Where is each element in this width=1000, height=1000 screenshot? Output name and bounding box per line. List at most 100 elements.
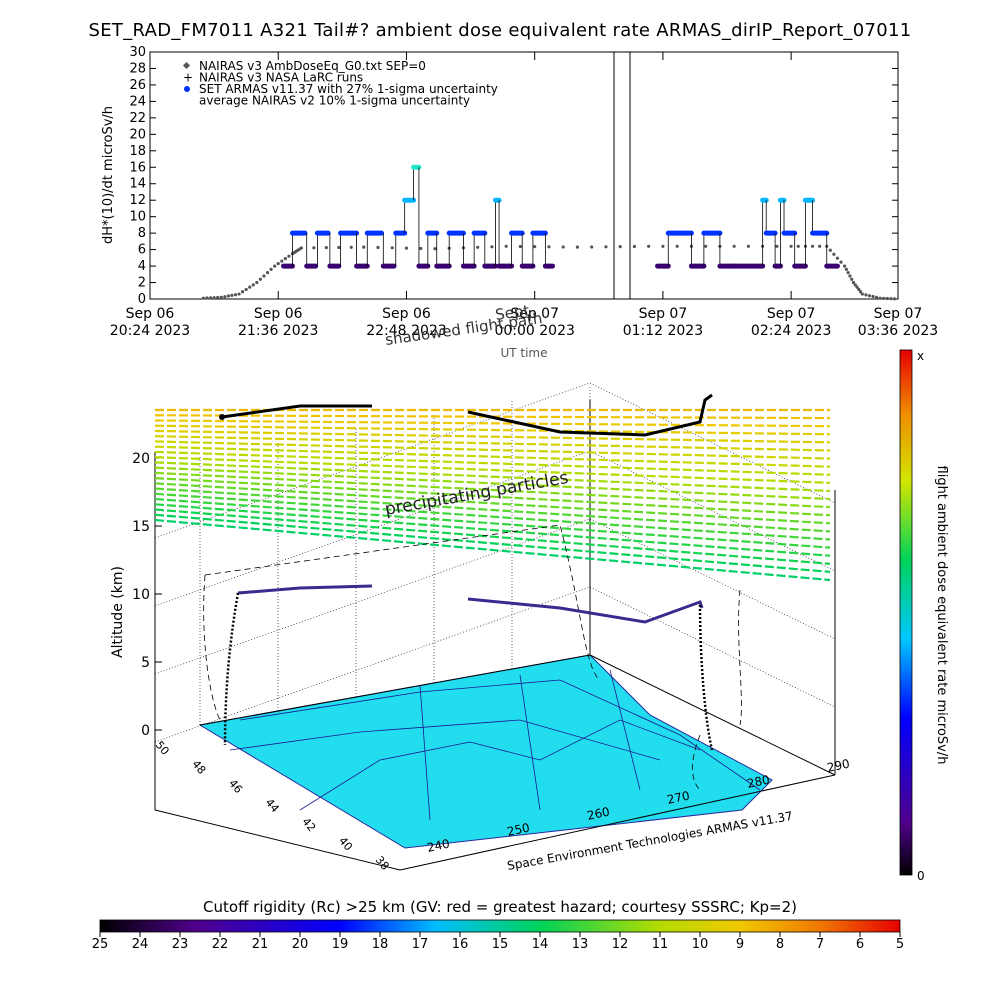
rigidity-tick-label: 17 <box>412 937 429 952</box>
rigidity-tick-label: 18 <box>372 937 389 952</box>
overlay-text-sept: Sept <box>494 301 530 324</box>
nairas-point <box>789 244 793 248</box>
flight-start-point <box>219 414 225 420</box>
nairas-point <box>875 295 879 299</box>
latitude-tick-label: 50 <box>153 739 172 758</box>
nairas-point <box>704 244 708 248</box>
nairas-point <box>265 271 270 275</box>
y-tick-label: 16 <box>129 160 146 175</box>
nairas-point <box>835 256 840 260</box>
rigidity-tick-label: 5 <box>896 937 904 952</box>
grid-line <box>154 518 836 675</box>
x-tick-label-date: Sep 06 <box>382 306 431 322</box>
nairas-point <box>251 283 255 287</box>
nairas-point <box>490 245 494 249</box>
altitude-tick-label: 15 <box>132 519 150 535</box>
legend-symbol-dot <box>184 86 190 92</box>
y-tick-label: 22 <box>129 111 146 126</box>
map-border-line <box>419 684 431 821</box>
x-tick-label-date: Sep 06 <box>254 306 303 322</box>
rigidity-tick-label: 22 <box>212 937 229 952</box>
nairas-point <box>871 294 875 299</box>
x-tick-label-time: 02:24 2023 <box>751 323 831 339</box>
legend-symbol-diamond <box>182 61 191 70</box>
rigidity-sheet-row <box>154 476 831 517</box>
nairas-point <box>857 287 861 292</box>
rigidity-colorbar-label: Cutoff rigidity (Rc) >25 km (GV: red = g… <box>203 898 797 916</box>
y-tick-label: 10 <box>129 210 146 225</box>
rigidity-tick-label: 24 <box>132 937 149 952</box>
x-tick-label-time: 03:36 2023 <box>858 323 938 339</box>
legend-symbol-plus: + <box>183 71 193 85</box>
nairas-point <box>561 245 565 249</box>
nairas-point <box>205 296 209 300</box>
map-altitude-label: Altitude (km) <box>110 566 126 658</box>
nairas-point <box>892 297 897 301</box>
y-tick-label: 6 <box>138 243 146 258</box>
projection-dash <box>738 589 742 726</box>
nairas-point <box>258 277 263 281</box>
nairas-point <box>878 296 882 300</box>
nairas-point <box>547 245 551 249</box>
longitude-axis: 240 250 260 270 280 290 <box>426 756 851 854</box>
nairas-point <box>746 244 751 248</box>
altitude-tick-label: 20 <box>132 451 150 467</box>
nairas-point <box>244 287 248 292</box>
legend-entry: average NAIRAS v2 10% 1-sigma uncertaint… <box>199 94 470 108</box>
nairas-point <box>269 267 273 271</box>
map-border-line <box>609 669 641 791</box>
grid-line <box>154 586 836 743</box>
nairas-point <box>848 274 852 278</box>
dose-colorbar-top-label: x <box>917 349 924 363</box>
dose-colorbar-bottom-label: 0 <box>917 869 925 880</box>
y-tick-label: 12 <box>129 193 146 208</box>
rigidity-tick-label: 7 <box>816 937 824 952</box>
rigidity-sheet-row <box>154 450 831 476</box>
rigidity-gradient <box>99 919 901 933</box>
rigidity-ticks: 25 24 23 22 21 20 19 18 17 16 15 14 13 12 11 10 9 8 7 6 5 <box>92 932 904 952</box>
x-tick-label-time: 22:48 2023 <box>366 323 446 339</box>
rigidity-tick-label: 16 <box>452 937 469 952</box>
map-border-line <box>239 679 761 791</box>
longitude-tick-label: 280 <box>746 772 771 790</box>
latitude-tick-label: 42 <box>299 815 318 834</box>
rigidity-sheet-row <box>154 456 831 484</box>
nairas-point <box>273 264 277 268</box>
nairas-point <box>324 246 328 250</box>
nairas-point <box>832 252 836 256</box>
nairas-point <box>230 293 234 297</box>
projection-lines <box>203 524 742 791</box>
nairas-point <box>889 297 893 301</box>
nairas-point <box>280 259 284 263</box>
nairas-point <box>518 244 523 249</box>
rigidity-tick-label: 15 <box>492 937 509 952</box>
altitude-tick-label: 5 <box>141 655 150 671</box>
nairas-point <box>846 271 850 275</box>
nairas-point <box>867 294 872 298</box>
x-tick-label-date: Sep 07 <box>510 306 559 322</box>
nairas-point <box>337 245 341 250</box>
longitude-tick-label: 270 <box>666 788 691 806</box>
map-borders <box>229 669 761 821</box>
latitude-tick-label: 46 <box>226 777 245 796</box>
y-axis-label: dH*(10)/dt microSv/h <box>101 106 116 244</box>
ground-map <box>198 654 773 849</box>
rigidity-sheet <box>154 408 831 582</box>
rigidity-tick-label: 19 <box>332 937 349 952</box>
nairas-point <box>390 246 394 250</box>
plot-frame <box>149 51 899 300</box>
altitude-tick-label: 0 <box>141 723 150 739</box>
nairas-point <box>299 246 303 250</box>
rigidity-sheet-row <box>154 440 831 460</box>
y-tick-label: 24 <box>129 94 146 109</box>
nairas-point <box>885 296 889 301</box>
nairas-point <box>349 245 353 249</box>
nairas-point <box>237 292 241 296</box>
nairas-point <box>647 244 651 248</box>
nairas-point <box>219 295 223 299</box>
x-tick-label-time: 00:00 2023 <box>494 323 574 339</box>
nairas-point <box>855 285 859 289</box>
nairas-point <box>533 245 537 249</box>
x-tick-label-time: 20:24 2023 <box>110 323 190 339</box>
x-tick-label-date: Sep 07 <box>639 306 688 322</box>
